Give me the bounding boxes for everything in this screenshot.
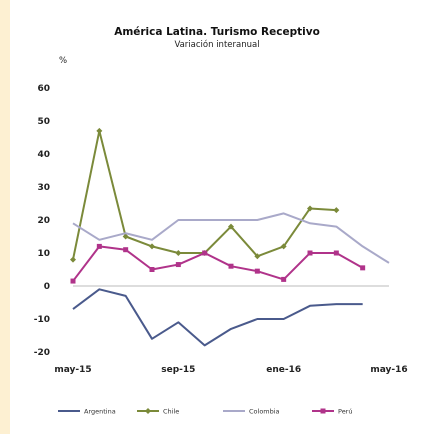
data-point-marker bbox=[333, 207, 340, 214]
data-point-marker bbox=[307, 250, 313, 256]
line-chart: América Latina. Turismo Receptivo Variac… bbox=[34, 26, 408, 416]
data-point-marker bbox=[122, 233, 129, 240]
data-point-marker bbox=[254, 253, 261, 260]
series-argentina bbox=[72, 288, 363, 347]
legend-item-colombia: Colombia bbox=[223, 408, 280, 416]
data-point-marker bbox=[360, 265, 366, 271]
data-point-marker bbox=[70, 278, 76, 284]
legend-item-argentina: Argentina bbox=[58, 408, 116, 416]
data-point-marker bbox=[320, 408, 326, 414]
legend-label: Chile bbox=[163, 408, 179, 416]
data-point-marker bbox=[96, 243, 102, 249]
series-group bbox=[70, 127, 390, 347]
series-chile bbox=[70, 127, 340, 263]
legend-label: Perú bbox=[338, 408, 352, 416]
data-point-marker bbox=[149, 267, 155, 272]
x-tick-label: may-15 bbox=[54, 365, 91, 375]
y-tick-label: 50 bbox=[37, 117, 50, 127]
data-point-marker bbox=[123, 247, 129, 253]
y-tick-label: -10 bbox=[34, 315, 50, 325]
data-point-marker bbox=[228, 263, 234, 269]
x-tick-label: ene-16 bbox=[266, 365, 301, 375]
x-tick-label: sep-15 bbox=[161, 365, 195, 375]
y-tick-label: 10 bbox=[37, 249, 50, 259]
y-tick-label: 0 bbox=[44, 282, 50, 292]
data-point-marker bbox=[145, 408, 151, 414]
series-line-peru bbox=[72, 245, 364, 282]
data-point-marker bbox=[333, 250, 339, 256]
y-tick-label: 60 bbox=[37, 84, 50, 94]
y-tick-label: 40 bbox=[37, 150, 50, 160]
axes-group: -20 -10 0 10 20 30 40 50 60 may-15 sep-15 ene-16 may… bbox=[34, 84, 408, 375]
series-line-chile bbox=[72, 129, 337, 260]
data-point-marker bbox=[254, 268, 260, 274]
data-point-marker bbox=[202, 250, 208, 256]
data-point-marker bbox=[175, 250, 182, 256]
legend-item-chile: Chile bbox=[137, 408, 179, 416]
y-tick-label: 30 bbox=[37, 183, 50, 193]
data-point-marker bbox=[149, 243, 155, 250]
legend-item-peru: Perú bbox=[312, 408, 352, 416]
y-tick-label: -20 bbox=[34, 348, 50, 358]
legend-label: Colombia bbox=[249, 408, 280, 416]
chart-panel: América Latina. Turismo Receptivo Variac… bbox=[10, 0, 441, 434]
y-axis-unit: % bbox=[59, 56, 67, 66]
legend-label: Argentina bbox=[84, 408, 116, 416]
data-point-marker bbox=[70, 256, 76, 263]
series-colombia bbox=[72, 212, 390, 264]
series-line-argentina bbox=[72, 288, 363, 347]
chart-title: América Latina. Turismo Receptivo bbox=[114, 26, 320, 38]
data-point-marker bbox=[307, 205, 313, 212]
series-peru bbox=[70, 243, 366, 284]
y-tick-label: 20 bbox=[37, 216, 50, 226]
data-point-marker bbox=[280, 243, 287, 250]
series-line-colombia bbox=[72, 212, 390, 264]
data-point-marker bbox=[281, 276, 287, 282]
legend: Argentina Chile Colombia Perú bbox=[58, 408, 352, 416]
data-point-marker bbox=[228, 223, 234, 230]
data-point-marker bbox=[175, 262, 181, 268]
data-point-marker bbox=[96, 127, 103, 134]
chart-subtitle: Variación interanual bbox=[174, 39, 259, 50]
x-tick-label: may-16 bbox=[370, 365, 407, 375]
